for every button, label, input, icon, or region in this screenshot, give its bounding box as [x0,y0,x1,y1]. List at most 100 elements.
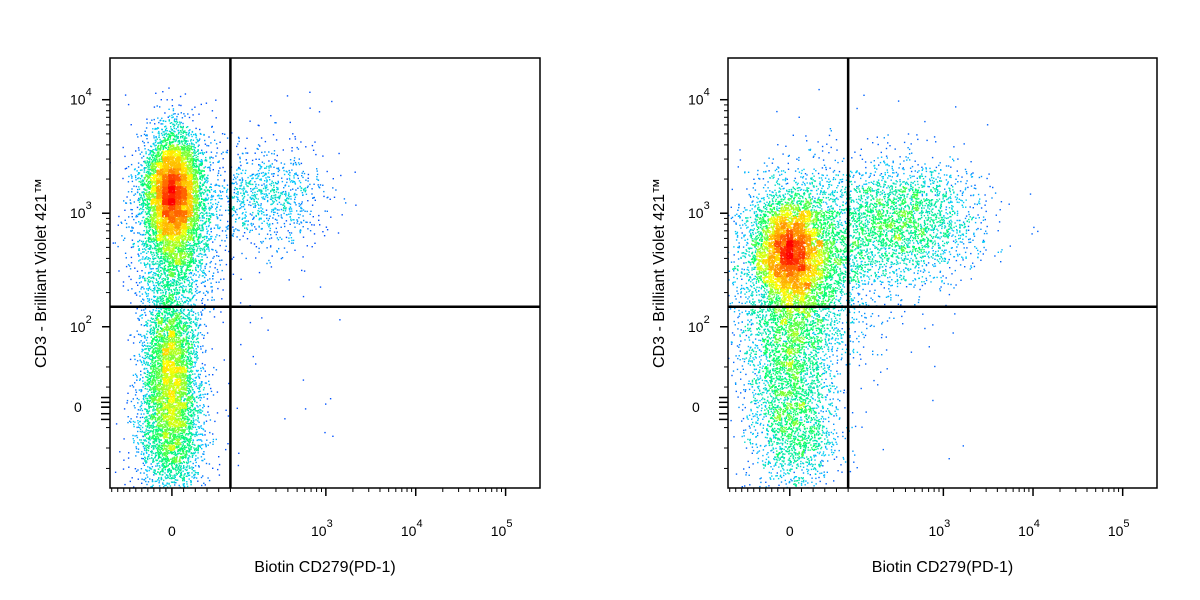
event-dot [162,490,163,491]
event-dot [163,496,164,497]
event-dot [188,298,191,301]
event-dot [203,167,205,169]
event-dot [190,140,192,142]
event-dot [198,433,200,436]
event-dot [180,466,182,468]
event-dot [161,505,162,506]
event-dot [301,201,303,203]
event-dot [208,374,210,376]
event-dot [193,248,196,251]
event-dot [239,161,241,163]
event-dot [170,126,172,128]
event-dot [285,236,288,239]
event-dot [153,292,155,294]
event-dot [207,444,209,446]
event-dot [203,134,205,136]
event-dot [187,356,190,358]
event-dot [160,281,162,283]
event-dot [166,135,168,137]
event-dot [198,152,200,154]
event-dot [257,212,259,214]
event-dot [166,258,169,261]
event-dot [199,237,201,239]
event-dot [121,235,123,237]
event-dot [160,142,162,145]
event-dot [190,395,193,397]
event-dot [236,188,239,190]
event-dot [169,473,171,475]
event-dot [137,166,140,168]
event-dot [168,284,170,286]
event-dot [180,265,182,268]
event-dot [239,204,242,206]
event-dot [260,241,262,243]
event-dot [182,322,185,325]
event-dot [235,192,237,195]
event-dot [248,181,251,183]
event-dot [134,382,136,384]
event-dot [164,286,166,289]
event-dot [193,415,195,417]
event-dot [144,457,147,459]
event-dot [148,299,150,301]
event-dot [178,463,180,465]
event-dot [160,141,163,143]
event-dot [197,149,199,151]
event-dot [171,466,174,468]
event-dot [187,414,190,416]
event-dot [153,254,155,256]
event-dot [155,473,157,475]
event-dot [269,230,271,232]
event-dot [143,341,145,343]
event-dot [316,173,319,176]
event-dot [183,483,185,485]
event-dot [296,146,298,149]
event-dot [217,224,219,226]
event-dot [255,177,257,180]
event-dot [154,141,157,144]
event-dot [325,226,328,228]
event-dot [152,413,154,415]
event-dot [144,130,146,132]
event-dot [155,149,158,152]
event-dot [296,222,298,224]
event-dot [137,232,139,234]
event-dot [281,257,284,259]
event-dot [150,321,153,323]
event-dot [185,132,187,134]
event-dot [340,174,342,177]
event-dot [140,252,142,255]
event-dot [207,279,209,281]
event-dot [146,423,149,425]
event-dot [266,180,268,182]
event-dot [241,188,243,190]
event-dot [146,483,148,486]
event-dot [241,218,243,220]
event-dot [154,232,156,234]
event-dot [188,337,191,339]
event-dot [148,469,150,472]
event-dot [169,143,171,145]
event-dot [159,299,162,301]
event-dot [188,359,190,361]
event-dot [183,285,185,288]
event-dot [275,227,277,230]
event-dot [158,257,160,260]
event-dot [160,285,162,287]
event-dot [174,140,176,143]
event-dot [203,174,205,177]
event-dot [143,334,145,337]
event-dot [188,390,190,392]
event-dot [191,456,194,458]
event-dot [292,162,295,165]
event-dot [147,257,150,259]
event-dot [199,203,202,205]
event-dot [135,446,137,448]
event-dot [197,417,199,419]
event-dot [145,437,148,439]
event-dot [146,170,148,173]
event-dot [185,141,187,143]
event-dot [186,357,189,359]
event-dot [161,300,164,302]
event-dot [307,177,309,179]
